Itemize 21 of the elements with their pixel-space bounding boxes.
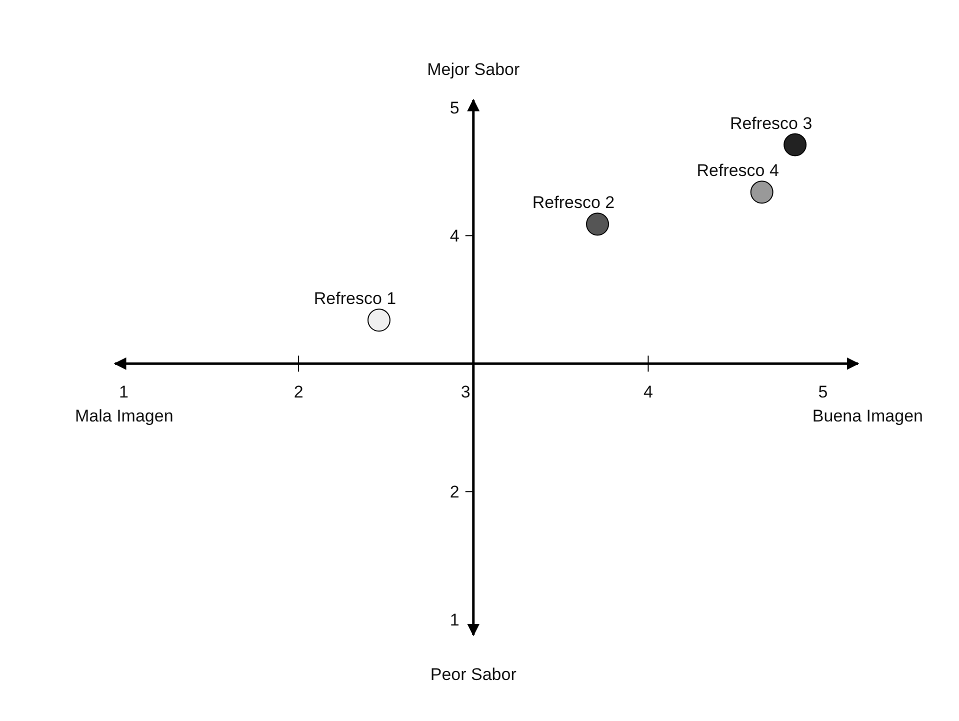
y-tick: 2 — [450, 482, 474, 502]
point — [784, 133, 807, 156]
y-tick: 4 — [450, 226, 474, 246]
point — [367, 308, 390, 332]
x-tick: 1 — [119, 382, 128, 402]
point — [750, 180, 774, 204]
text: Mejor Sabor — [427, 60, 520, 79]
y-tick: 5 — [450, 98, 460, 118]
series-label: Refresco 3 — [730, 114, 812, 133]
x-tick: 5 — [818, 382, 828, 402]
x-tick: 2 — [294, 355, 304, 402]
annotation: Mala Imagen — [75, 406, 174, 426]
text: Peor Sabor — [430, 665, 517, 684]
series-label: Refresco 2 — [532, 193, 615, 212]
x-tick: 3 — [460, 382, 470, 402]
point — [586, 212, 610, 236]
x-tick: 4 — [643, 355, 653, 402]
annotation: Buena Imagen — [812, 406, 923, 426]
y-tick: 1 — [450, 610, 460, 630]
series-label: Refresco 1 — [314, 289, 396, 308]
series-label: Refresco 4 — [696, 161, 779, 180]
